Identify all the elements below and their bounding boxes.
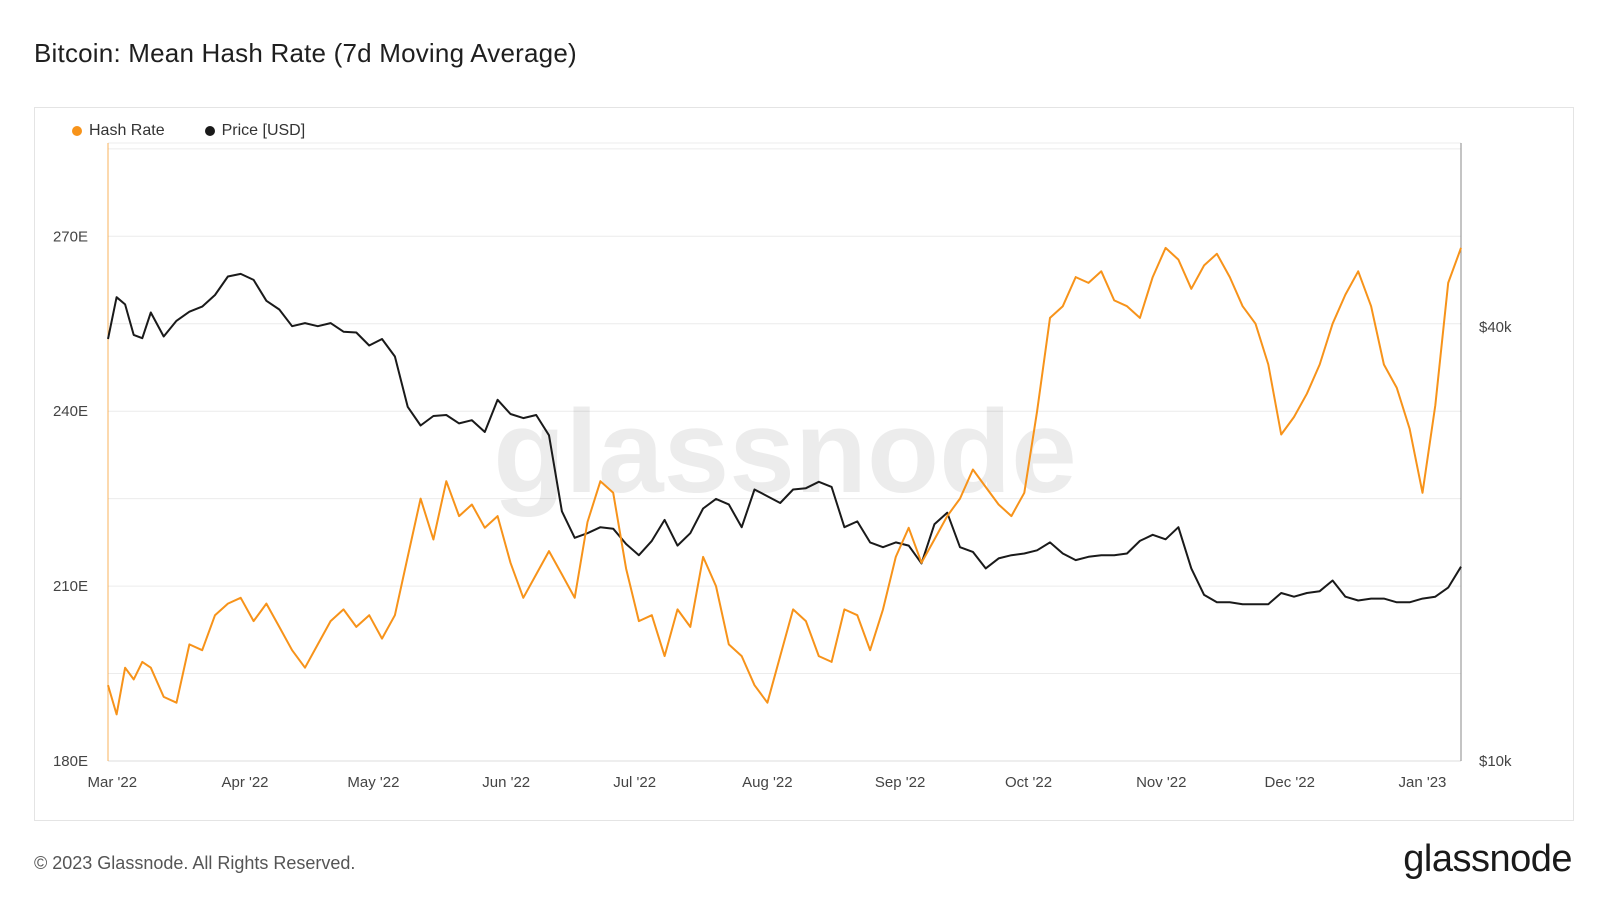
x-tick-label: Nov '22: [1136, 774, 1186, 791]
y-right-tick-label: $10k: [1479, 753, 1512, 770]
chart-panel: [34, 107, 1574, 821]
x-tick-label: Aug '22: [742, 774, 792, 791]
grid-lines: [107, 142, 1462, 762]
legend-dot-hash-rate: [72, 126, 82, 136]
y-left-tick-label: 270E: [53, 228, 88, 245]
y-left-tick-label: 180E: [53, 753, 88, 770]
x-tick-label: May '22: [347, 774, 399, 791]
y-right-tick-label: $40k: [1479, 319, 1512, 336]
x-tick-label: Dec '22: [1265, 774, 1315, 791]
legend-label-hash-rate: Hash Rate: [89, 122, 165, 139]
x-tick-label: Sep '22: [875, 774, 925, 791]
y-left-tick-label: 210E: [53, 578, 88, 595]
page-title: Bitcoin: Mean Hash Rate (7d Moving Avera…: [34, 38, 577, 68]
legend-item-price[interactable]: Price [USD]: [204, 122, 306, 140]
x-tick-label: Jan '23: [1399, 774, 1447, 791]
watermark-text: glassnode: [493, 386, 1077, 518]
y-left-tick-label: 240E: [53, 403, 88, 420]
x-tick-label: Apr '22: [221, 774, 268, 791]
series-lines: [107, 246, 1462, 716]
legend-item-hash-rate[interactable]: Hash Rate: [72, 122, 165, 140]
x-tick-label: Jun '22: [482, 774, 530, 791]
axes: 180E 210E 240E 270E $10k $40k Mar '22 Apr '22 Ma…: [53, 228, 1512, 791]
x-tick-label: Mar '22: [88, 774, 138, 791]
legend-label-price: Price [USD]: [221, 122, 306, 139]
x-tick-label: Oct '22: [1005, 774, 1052, 791]
copyright-footer: © 2023 Glassnode. All Rights Reserved.: [34, 853, 356, 873]
hash-rate-series-line: [107, 246, 1462, 716]
chart-legend: Hash Rate Price [USD]: [72, 122, 305, 140]
glassnode-logo: glassnode: [1403, 838, 1572, 880]
legend-dot-price: [204, 126, 215, 136]
price-series-line: [107, 272, 1462, 606]
x-tick-label: Jul '22: [613, 774, 656, 791]
